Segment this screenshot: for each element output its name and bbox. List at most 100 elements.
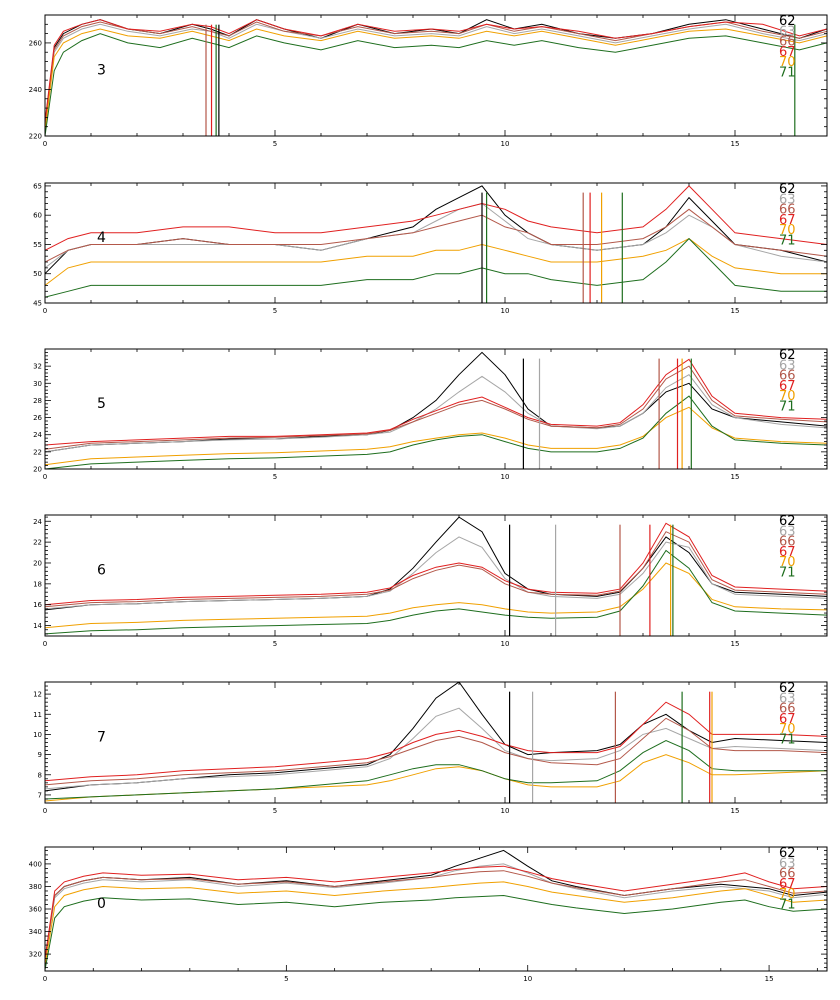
legend-entry-66: 66 <box>779 369 796 384</box>
plot-area <box>45 185 827 303</box>
legend-entry-71: 71 <box>779 898 796 913</box>
y-tick-label: 24 <box>33 431 42 439</box>
series-line-67 <box>45 185 827 251</box>
x-tick-label: 5 <box>284 975 288 983</box>
series-line-71 <box>45 549 827 635</box>
legend-entry-67: 67 <box>779 712 796 727</box>
y-tick-label: 28 <box>33 397 42 405</box>
y-tick-label: 65 <box>33 182 42 190</box>
legend-entry-63: 63 <box>779 358 796 373</box>
series-line-62 <box>45 351 827 453</box>
series-line-71 <box>45 33 827 136</box>
plot-area <box>45 682 827 803</box>
plot-area <box>45 351 827 469</box>
y-tick-label: 16 <box>33 601 42 609</box>
y-tick-label: 380 <box>29 883 42 891</box>
series-line-66 <box>45 208 827 263</box>
plot-frame <box>44 182 828 304</box>
y-tick-label: 32 <box>33 363 42 371</box>
y-tick-label: 18 <box>33 580 42 588</box>
legend-entry-62: 62 <box>779 846 796 861</box>
series-line-66 <box>45 365 827 450</box>
series-line-70 <box>45 562 827 629</box>
y-tick-label: 24 <box>33 518 42 526</box>
legend-entry-62: 62 <box>779 348 796 363</box>
panel-label: 5 <box>97 396 106 412</box>
series-line-70 <box>45 28 827 132</box>
series-line-63 <box>45 707 827 790</box>
y-tick-label: 60 <box>33 212 42 220</box>
series-line-66 <box>45 717 827 786</box>
series-line-67 <box>45 865 827 959</box>
x-tick-label: 10 <box>501 307 510 315</box>
series-line-67 <box>45 522 827 606</box>
plot-area <box>45 19 827 136</box>
legend-entry-63: 63 <box>779 192 796 207</box>
y-tick-label: 9 <box>38 751 42 759</box>
x-tick-label: 15 <box>731 807 740 815</box>
legend-entry-70: 70 <box>779 55 796 70</box>
x-tick-label: 10 <box>501 140 510 148</box>
x-tick-label: 5 <box>273 807 277 815</box>
y-tick-label: 360 <box>29 906 42 914</box>
legend-entry-71: 71 <box>779 566 796 581</box>
y-tick-label: 220 <box>29 133 42 141</box>
legend-entry-71: 71 <box>779 733 796 748</box>
x-tick-label: 10 <box>501 640 510 648</box>
x-tick-label: 15 <box>731 640 740 648</box>
plot-frame <box>44 14 828 137</box>
legend-entry-70: 70 <box>779 722 796 737</box>
x-tick-label: 0 <box>43 473 47 481</box>
panel-label: 3 <box>97 62 106 78</box>
legend-entry-71: 71 <box>779 66 796 81</box>
series-line-63 <box>45 374 827 453</box>
series-line-70 <box>45 406 827 466</box>
legend-entry-66: 66 <box>779 702 796 717</box>
plot-area <box>45 516 827 636</box>
series-line-67 <box>45 19 827 123</box>
y-tick-label: 10 <box>33 731 42 739</box>
series-line-63 <box>45 202 827 269</box>
x-tick-label: 15 <box>731 473 740 481</box>
y-tick-label: 7 <box>38 791 42 799</box>
series-line-67 <box>45 358 827 446</box>
legend-entry-66: 66 <box>779 203 796 218</box>
legend-entry-62: 62 <box>779 514 796 529</box>
y-tick-label: 22 <box>33 448 42 456</box>
legend-entry-70: 70 <box>779 223 796 238</box>
legend-entry-62: 62 <box>779 182 796 197</box>
x-tick-label: 10 <box>501 807 510 815</box>
legend-entry-66: 66 <box>779 867 796 882</box>
series-line-62 <box>45 849 827 960</box>
legend-entry-63: 63 <box>779 524 796 539</box>
series-line-71 <box>45 237 827 298</box>
y-tick-label: 12 <box>33 691 42 699</box>
legend-entry-67: 67 <box>779 877 796 892</box>
x-tick-label: 10 <box>523 975 532 983</box>
legend-entry-71: 71 <box>779 400 796 415</box>
plot-frame <box>44 348 828 470</box>
x-tick-label: 15 <box>731 307 740 315</box>
legend-entry-66: 66 <box>779 535 796 550</box>
series-line-62 <box>45 516 827 611</box>
legend-entry-67: 67 <box>779 545 796 560</box>
x-tick-label: 0 <box>43 307 47 315</box>
y-tick-label: 50 <box>33 270 42 278</box>
x-tick-label: 0 <box>43 140 47 148</box>
y-tick-label: 20 <box>33 559 42 567</box>
x-tick-label: 0 <box>43 807 47 815</box>
series-line-67 <box>45 701 827 782</box>
x-tick-label: 5 <box>273 640 277 648</box>
y-tick-label: 26 <box>33 414 42 422</box>
x-tick-label: 5 <box>273 307 277 315</box>
x-tick-label: 15 <box>765 975 774 983</box>
series-line-66 <box>45 870 827 960</box>
legend-entry-66: 66 <box>779 35 796 50</box>
y-tick-label: 20 <box>33 466 42 474</box>
legend-entry-71: 71 <box>779 234 796 249</box>
